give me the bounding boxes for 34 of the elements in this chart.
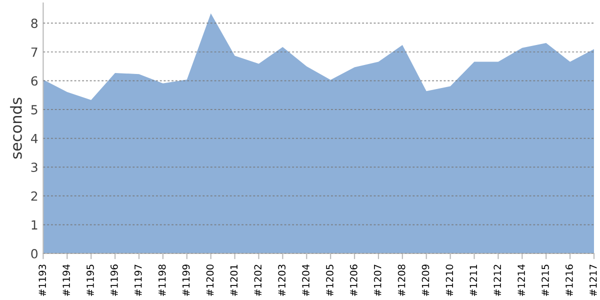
x-tick-label: #1208	[398, 264, 406, 296]
y-tick-label: 2	[31, 191, 38, 201]
y-axis-title: seconds	[10, 98, 22, 159]
x-tick-label: #1215	[542, 264, 549, 296]
x-tick-label: #1193	[38, 264, 46, 296]
x-tick-label: #1197	[134, 264, 142, 296]
y-tick-label: 3	[31, 162, 38, 172]
x-tick-label: #1201	[230, 264, 238, 296]
y-tick-label: 1	[32, 220, 38, 230]
x-tick-label: #1198	[158, 264, 166, 296]
y-tick-label: 7	[31, 48, 38, 57]
y-tick-label: 5	[31, 105, 38, 114]
x-tick-label: #1207	[374, 264, 382, 296]
x-tick-label: #1212	[494, 264, 501, 296]
x-tick-label: #1196	[110, 264, 118, 296]
y-tick-label: 8	[31, 18, 38, 28]
x-tick-label: #1199	[182, 264, 190, 296]
x-tick-label: #1200	[206, 264, 214, 296]
x-tick-label: #1216	[566, 264, 573, 296]
y-tick-label: 6	[31, 76, 38, 86]
x-tick-label: #1211	[470, 264, 477, 296]
x-tick-label: #1202	[254, 264, 262, 296]
x-tick-label: #1194	[62, 264, 70, 296]
x-tick-label: #1209	[422, 264, 430, 296]
y-tick-label: 0	[31, 248, 38, 258]
x-tick-label: #1204	[302, 264, 310, 296]
x-tick-label: #1214	[518, 264, 525, 296]
x-tick-label: #1203	[278, 264, 286, 296]
x-tick-label: #1217	[589, 264, 597, 296]
x-tick-label: #1195	[86, 264, 94, 296]
y-tick-label: 4	[30, 134, 38, 144]
x-tick-label: #1206	[350, 264, 358, 296]
x-tick-label: #1210	[446, 264, 454, 296]
x-tick-label: #1205	[326, 264, 334, 296]
